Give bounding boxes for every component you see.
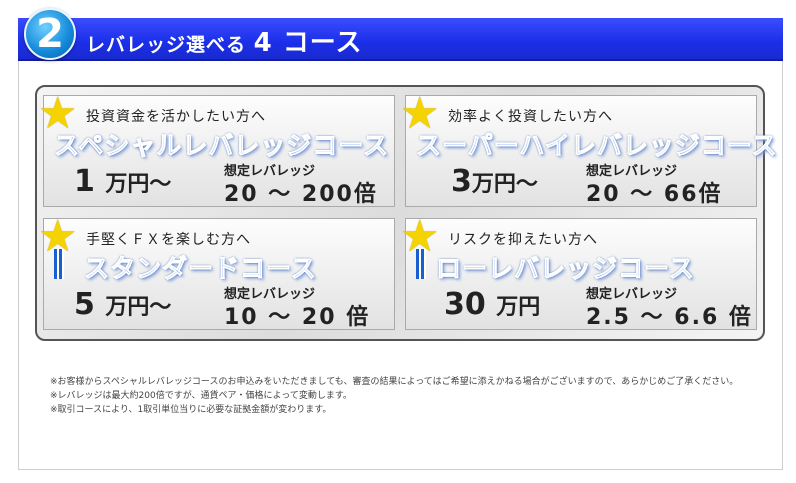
title-prefix: レバレッジ選べる bbox=[86, 34, 247, 56]
course-card-low[interactable]: ★ リスクを抑えたい方へ ローレバレッジコース 30 万円 想定レバレッジ 2.… bbox=[400, 211, 757, 330]
footnote: ※レバレッジは最大約200倍ですが、通貨ペア・価格によって変動します。 bbox=[50, 391, 352, 401]
course-name: ローレバレッジコース bbox=[436, 254, 695, 284]
leverage-label: 想定レバレッジ bbox=[586, 287, 678, 302]
course-name: スーパーハイレバレッジコース bbox=[416, 131, 778, 161]
course-subtitle: 手堅くＦＸを楽しむ方へ bbox=[86, 232, 251, 248]
course-minimum: 1 万円～ bbox=[74, 164, 171, 199]
star-icon: ★ bbox=[38, 211, 78, 262]
course-subtitle: リスクを抑えたい方へ bbox=[448, 232, 598, 248]
leverage-value: 20 ～ 66倍 bbox=[586, 182, 723, 207]
footnote: ※取引コースにより、1取引単位当りに必要な証拠金額が変わります。 bbox=[50, 405, 332, 415]
course-subtitle: 投資資金を活かしたい方へ bbox=[86, 109, 266, 125]
course-name: スペシャルレバレッジコース bbox=[53, 131, 390, 161]
course-subtitle: 効率よく投資したい方へ bbox=[448, 109, 613, 125]
star-icon: ★ bbox=[400, 211, 440, 262]
leverage-label: 想定レバレッジ bbox=[586, 164, 678, 179]
section-number-badge: 2 bbox=[24, 8, 76, 60]
course-name: スタンダードコース bbox=[84, 254, 317, 284]
leverage-value: 2.5 ～ 6.6 倍 bbox=[586, 305, 753, 330]
section-title: レバレッジ選べる 4 コース bbox=[86, 22, 362, 59]
ribbon-icon bbox=[54, 249, 64, 279]
star-icon: ★ bbox=[38, 88, 78, 139]
footnote: ※お客様からスペシャルレバレッジコースのお申込みをいただきましても、審査の結果に… bbox=[50, 377, 739, 387]
minimum-unit: 万円～ bbox=[105, 295, 172, 320]
course-minimum: 3万円～ bbox=[451, 164, 538, 199]
footnotes: ※お客様からスペシャルレバレッジコースのお申込みをいただきましても、審査の結果に… bbox=[50, 375, 775, 417]
leverage-value: 20 ～ 200倍 bbox=[224, 182, 378, 207]
ribbon-icon bbox=[416, 249, 426, 279]
leverage-label: 想定レバレッジ bbox=[224, 287, 316, 302]
minimum-value: 30 bbox=[444, 287, 486, 322]
minimum-unit: 万円 bbox=[496, 295, 541, 320]
minimum-value: 3 bbox=[451, 164, 472, 199]
minimum-value: 1 bbox=[74, 164, 95, 199]
course-card-standard[interactable]: ★ 手堅くＦＸを楽しむ方へ スタンダードコース 5 万円～ 想定レバレッジ 10… bbox=[38, 211, 395, 330]
section-header bbox=[18, 18, 783, 61]
leverage-label: 想定レバレッジ bbox=[224, 164, 316, 179]
courses-box: ★ 投資資金を活かしたい方へ スペシャルレバレッジコース 1 万円～ 想定レバレ… bbox=[35, 85, 777, 341]
minimum-value: 5 bbox=[74, 287, 95, 322]
title-big: 4 コース bbox=[253, 28, 363, 58]
minimum-unit: 万円～ bbox=[105, 172, 172, 197]
minimum-unit: 万円～ bbox=[471, 172, 538, 197]
leverage-value: 10 ～ 20 倍 bbox=[224, 305, 371, 330]
course-card-special[interactable]: ★ 投資資金を活かしたい方へ スペシャルレバレッジコース 1 万円～ 想定レバレ… bbox=[38, 88, 395, 207]
course-card-super-high[interactable]: ★ 効率よく投資したい方へ スーパーハイレバレッジコース 3万円～ 想定レバレッ… bbox=[400, 88, 777, 207]
course-minimum: 5 万円～ bbox=[74, 287, 171, 322]
star-icon: ★ bbox=[400, 88, 440, 139]
course-minimum: 30 万円 bbox=[444, 287, 540, 322]
